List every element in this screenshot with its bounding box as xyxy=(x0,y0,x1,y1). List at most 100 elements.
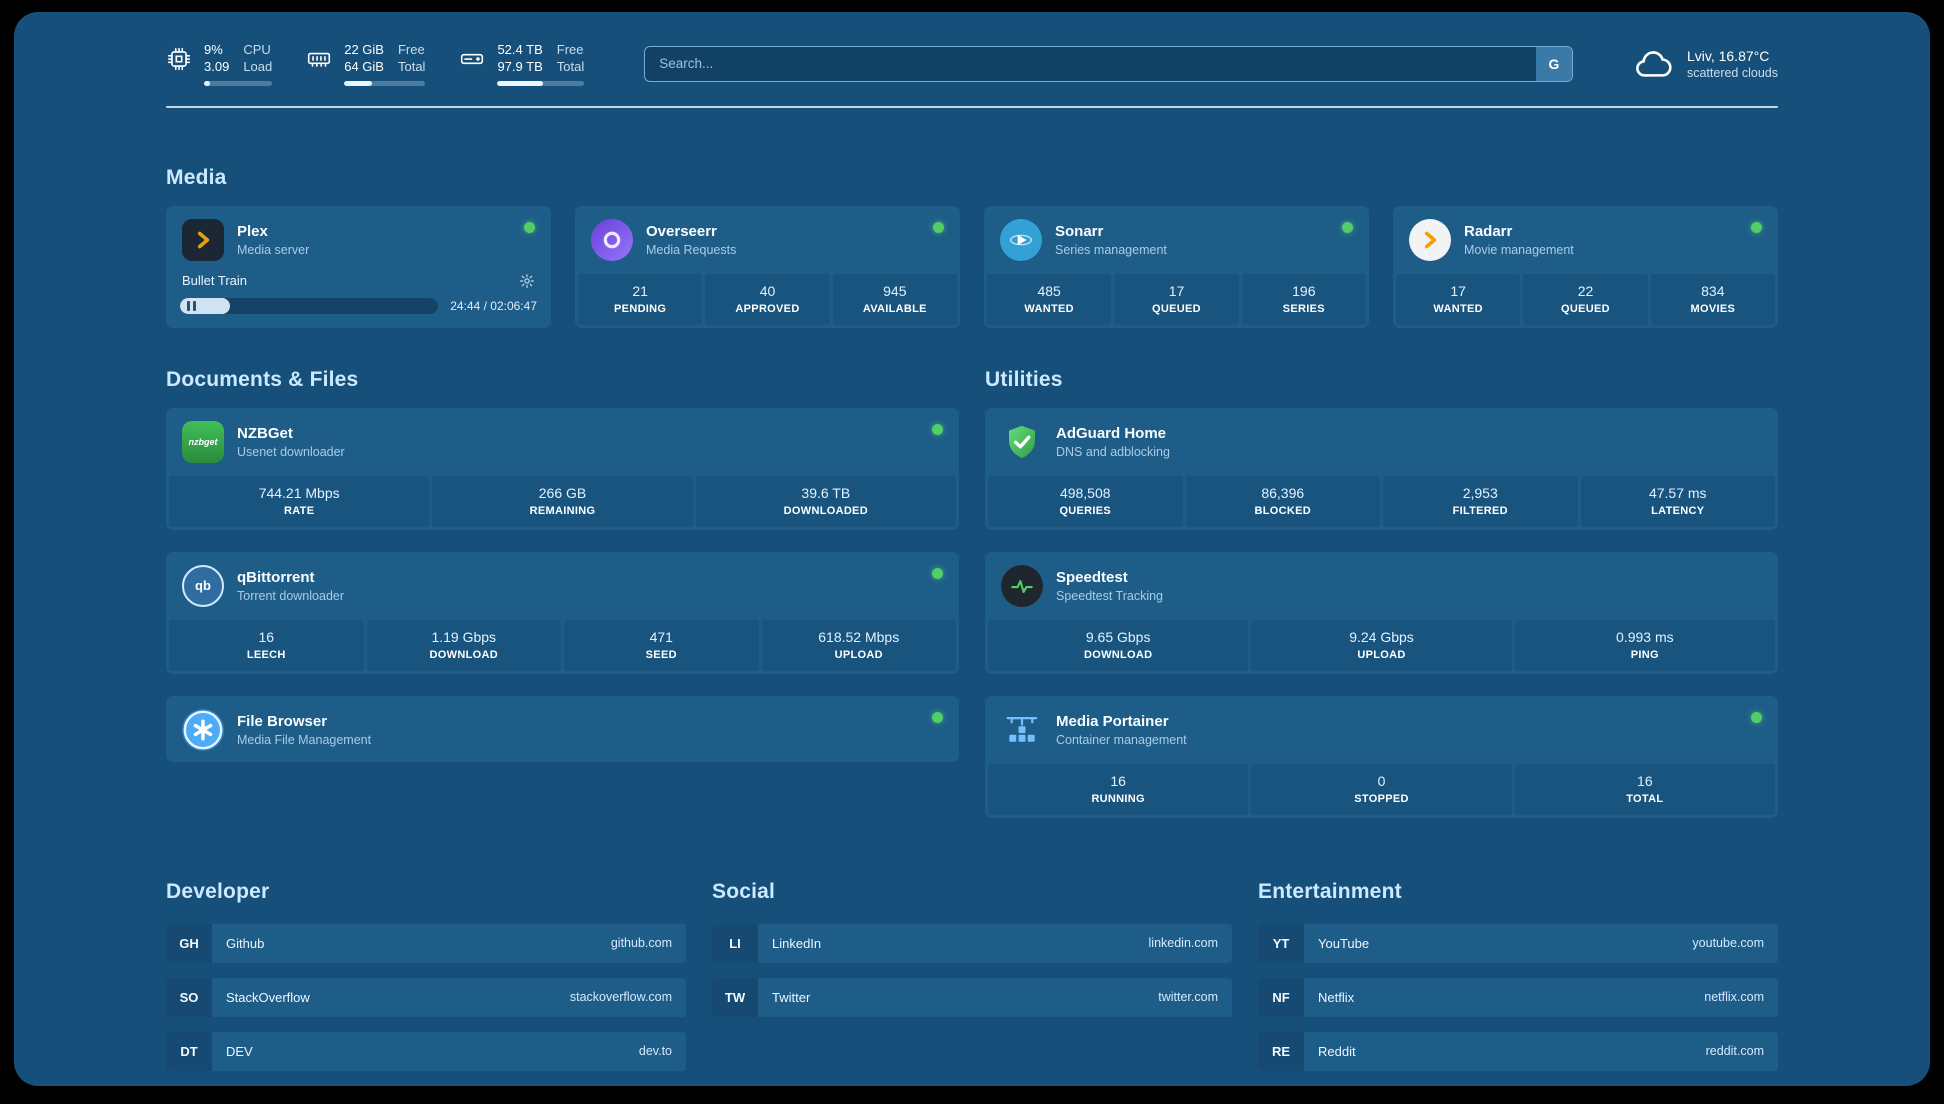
stat-label: QUEUED xyxy=(1152,302,1201,315)
app-subtitle: Media Requests xyxy=(646,242,737,257)
stat-tile: 471 SEED xyxy=(564,619,759,671)
dashboard-panel: 9% 3.09 CPU Load 22 GiB xyxy=(14,12,1930,1086)
app-subtitle: Media server xyxy=(237,242,310,257)
stat-tile: 485 WANTED xyxy=(987,273,1112,325)
bookmark-row-dev[interactable]: DT DEV dev.to xyxy=(166,1031,686,1071)
app-card-nzbget[interactable]: nzbget NZBGet Usenet downloader 744.21 M… xyxy=(166,407,959,530)
stat-label: QUEUED xyxy=(1561,302,1610,315)
app-card-overseerr[interactable]: Overseerr Media Requests 21 PENDING 40 A… xyxy=(575,205,960,328)
bookmark-row-reddit[interactable]: RE Reddit reddit.com xyxy=(1258,1031,1778,1071)
bookmark-name: Twitter xyxy=(772,989,811,1005)
bookmark-abbr: TW xyxy=(712,977,758,1017)
speedtest-icon xyxy=(1001,564,1043,607)
bookmark-row-youtube[interactable]: YT YouTube youtube.com xyxy=(1258,923,1778,963)
app-subtitle: Torrent downloader xyxy=(237,588,345,603)
stat-tile: 47.57 ms LATENCY xyxy=(1580,475,1775,527)
ram-free-label: Free xyxy=(397,42,425,57)
section-title-social: Social xyxy=(712,879,776,903)
stat-value: 834 xyxy=(1701,282,1725,299)
bookmark-row-linkedin[interactable]: LI LinkedIn linkedin.com xyxy=(712,923,1232,963)
ram-free-value: 22 GiB xyxy=(344,42,384,57)
stat-label: FILTERED xyxy=(1452,504,1508,517)
section-title-documents: Documents & Files xyxy=(166,367,359,391)
app-card-portainer[interactable]: Media Portainer Container management 16 … xyxy=(985,695,1778,818)
stat-label: BLOCKED xyxy=(1254,504,1311,517)
disk-total-value: 97.9 TB xyxy=(497,58,543,74)
playback-progress-bar[interactable] xyxy=(180,297,439,314)
app-card-plex[interactable]: Plex Media server Bullet Train 24:44 / 0… xyxy=(166,205,551,328)
stat-label: REMAINING xyxy=(529,504,596,517)
stats-row: 16 LEECH 1.19 Gbps DOWNLOAD 471 SEED 6 xyxy=(166,618,959,674)
bookmark-row-stackoverflow[interactable]: SO StackOverflow stackoverflow.com xyxy=(166,977,686,1017)
status-dot xyxy=(932,423,943,435)
stat-label: RATE xyxy=(284,504,315,517)
cpu-label: CPU xyxy=(243,42,271,57)
stat-value: 485 xyxy=(1037,282,1061,299)
stat-label: PENDING xyxy=(614,302,667,315)
ram-total-label: Total xyxy=(397,58,426,74)
stat-value: 21 xyxy=(632,282,648,299)
stat-tile: 945 AVAILABLE xyxy=(832,273,957,325)
app-name: Radarr xyxy=(1464,222,1513,240)
app-card-qbittorrent[interactable]: qb qBittorrent Torrent downloader 16 LEE… xyxy=(166,551,959,674)
app-name: Overseerr xyxy=(646,222,717,240)
stat-value: 16 xyxy=(1637,772,1653,789)
bookmark-row-github[interactable]: GH Github github.com xyxy=(166,923,686,963)
search-engine-button[interactable]: G xyxy=(1535,46,1572,81)
plex-icon xyxy=(182,218,224,261)
stat-label: AVAILABLE xyxy=(862,302,927,315)
stats-row: 9.65 Gbps DOWNLOAD 9.24 Gbps UPLOAD 0.99… xyxy=(985,618,1778,674)
app-card-radarr[interactable]: Radarr Movie management 17 WANTED 22 QUE… xyxy=(1393,205,1778,328)
stat-value: 47.57 ms xyxy=(1648,484,1707,501)
stat-value: 0 xyxy=(1377,772,1386,789)
app-card-filebrowser[interactable]: File Browser Media File Management xyxy=(166,695,959,762)
stat-value: 0.993 ms xyxy=(1616,628,1674,645)
app-name: Sonarr xyxy=(1055,222,1104,240)
bookmark-row-twitter[interactable]: TW Twitter twitter.com xyxy=(712,977,1232,1017)
stats-row: 744.21 Mbps RATE 266 GB REMAINING 39.6 T… xyxy=(166,474,959,530)
stat-value: 471 xyxy=(649,628,673,645)
stat-label: LATENCY xyxy=(1651,504,1705,517)
app-subtitle: Container management xyxy=(1056,732,1187,747)
app-name: qBittorrent xyxy=(237,568,315,586)
storage-widget: 52.4 TB 97.9 TB Free Total xyxy=(459,42,585,86)
documents-column: Documents & Files nzbget NZBGet Usenet d… xyxy=(166,368,959,818)
stat-value: 744.21 Mbps xyxy=(258,484,340,501)
app-card-speedtest[interactable]: Speedtest Speedtest Tracking 9.65 Gbps D… xyxy=(985,551,1778,674)
stat-value: 16 xyxy=(1110,772,1126,789)
load-label: Load xyxy=(243,58,273,74)
section-title-developer: Developer xyxy=(166,879,270,903)
status-dot xyxy=(1342,221,1353,233)
search-input[interactable] xyxy=(644,45,1573,82)
stat-tile: 266 GB REMAINING xyxy=(432,475,693,527)
stat-value: 22 xyxy=(1577,282,1594,299)
stat-label: WANTED xyxy=(1024,302,1074,315)
search-box: G xyxy=(644,45,1573,82)
stat-value: 40 xyxy=(759,282,776,299)
app-name: File Browser xyxy=(237,712,328,730)
radarr-icon xyxy=(1409,218,1451,261)
bookmark-domain: linkedin.com xyxy=(1148,936,1218,951)
portainer-icon xyxy=(1001,709,1043,751)
adguard-icon xyxy=(1001,421,1043,463)
cpu-load-value: 3.09 xyxy=(204,58,230,74)
now-playing-title: Bullet Train xyxy=(182,273,248,289)
stat-tile: 0.993 ms PING xyxy=(1514,619,1775,671)
cpu-chip-icon xyxy=(166,46,192,72)
app-card-adguard[interactable]: AdGuard Home DNS and adblocking 498,508 … xyxy=(985,407,1778,530)
bookmark-domain: youtube.com xyxy=(1692,936,1764,951)
stat-tile: 196 SERIES xyxy=(1241,273,1366,325)
stat-value: 618.52 Mbps xyxy=(818,628,900,645)
settings-gear-icon[interactable] xyxy=(519,273,535,289)
pause-icon[interactable] xyxy=(187,300,196,311)
stat-label: DOWNLOAD xyxy=(1083,648,1153,661)
app-card-sonarr[interactable]: Sonarr Series management 485 WANTED 17 Q… xyxy=(984,205,1369,328)
stat-tile: 16 LEECH xyxy=(169,619,364,671)
stats-row: 485 WANTED 17 QUEUED 196 SERIES xyxy=(984,272,1369,328)
stat-tile: 17 WANTED xyxy=(1396,273,1521,325)
bookmark-row-netflix[interactable]: NF Netflix netflix.com xyxy=(1258,977,1778,1017)
stats-row: 498,508 QUERIES 86,396 BLOCKED 2,953 FIL… xyxy=(985,474,1778,530)
stats-row: 16 RUNNING 0 STOPPED 16 TOTAL xyxy=(985,762,1778,818)
stat-label: UPLOAD xyxy=(1357,648,1406,661)
stat-label: PING xyxy=(1630,648,1659,661)
